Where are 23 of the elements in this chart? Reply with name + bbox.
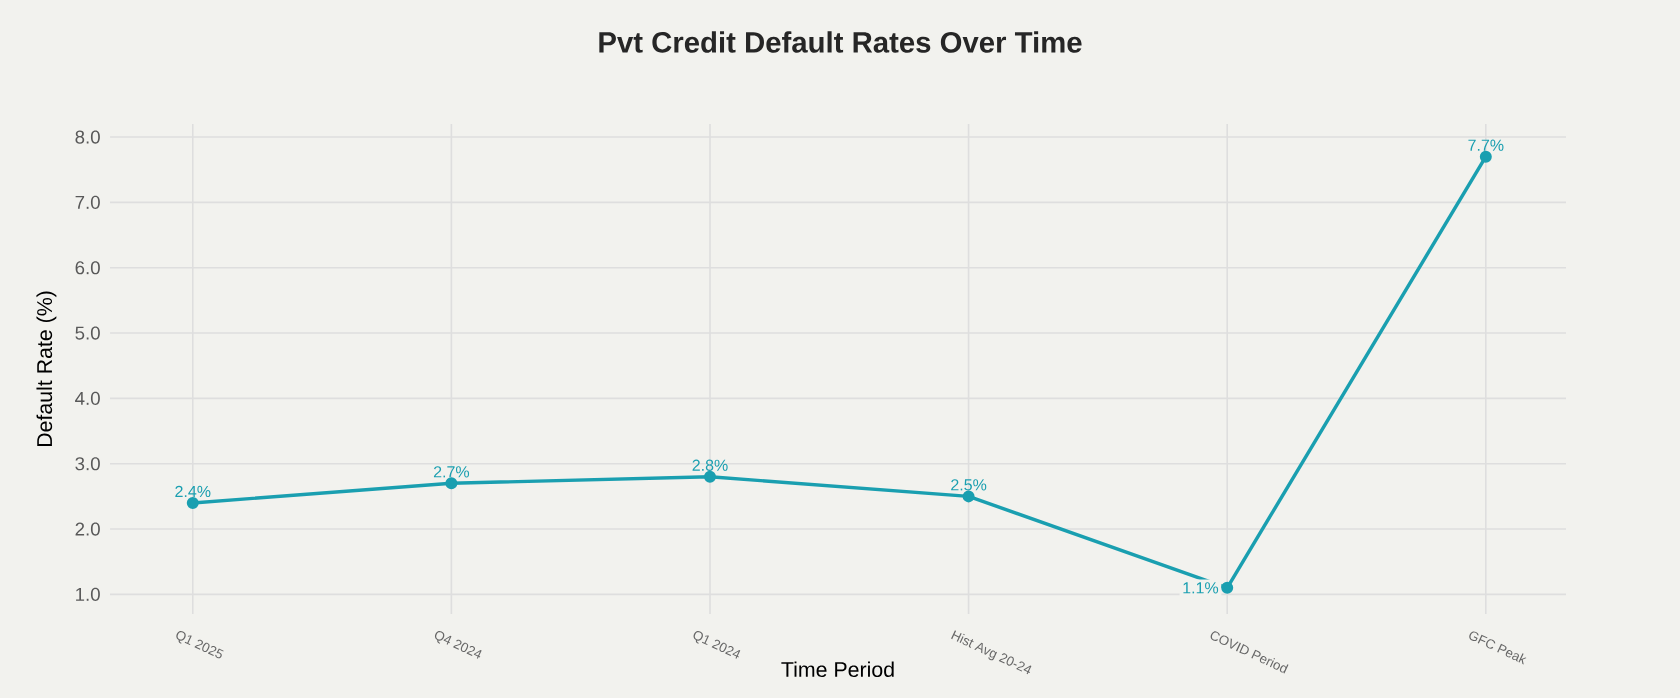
point — [445, 477, 458, 490]
data-label: 2.5% — [951, 479, 987, 491]
chart-title: Pvt Credit Default Rates Over Time — [599, 31, 1082, 53]
data-label: 2.7% — [433, 466, 470, 478]
y-tick-label: 5.0 — [75, 326, 100, 340]
x-axis-title: Time Period — [781, 661, 894, 678]
point — [962, 490, 975, 503]
point — [1479, 150, 1492, 163]
y-tick-label: 6.0 — [75, 261, 100, 275]
y-tick-label: 8.0 — [75, 130, 100, 144]
point — [703, 470, 716, 483]
y-tick-label: 4.0 — [75, 391, 100, 405]
y-tick-label: 3.0 — [75, 457, 100, 471]
y-tick-label: 1.0 — [76, 587, 100, 601]
data-label: 7.7% — [1468, 139, 1504, 151]
y-tick-label: 7.0 — [75, 195, 100, 209]
point — [1221, 581, 1234, 594]
y-axis-title: Default Rate (%) — [36, 291, 57, 447]
point — [186, 496, 199, 509]
y-tick-label: 2.0 — [75, 522, 100, 536]
data-label: 2.4% — [175, 485, 211, 498]
data-label: 2.8% — [692, 459, 728, 471]
data-label: 1.1% — [1183, 582, 1219, 594]
